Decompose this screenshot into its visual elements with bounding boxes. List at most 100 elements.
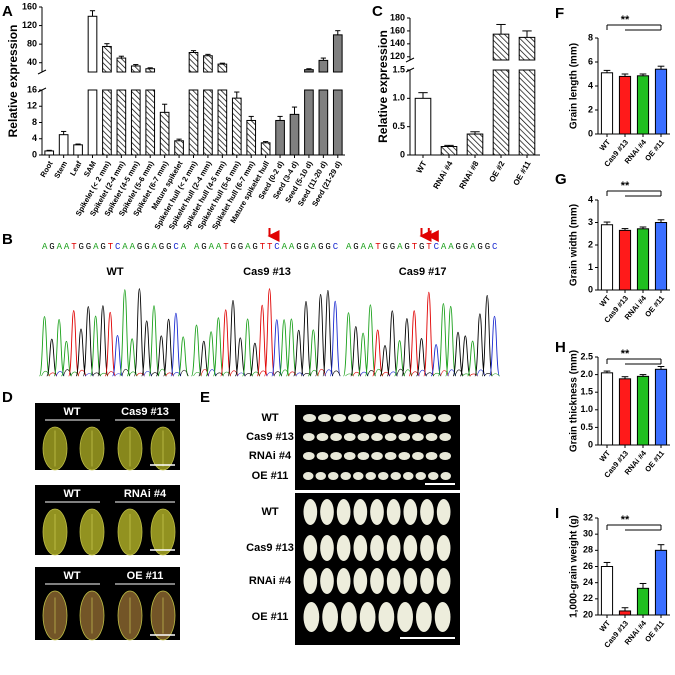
trace-noise	[440, 370, 449, 377]
x-tick-label: OE #11	[643, 619, 666, 644]
trace-noise	[85, 373, 94, 377]
seed	[357, 433, 370, 441]
seed	[434, 602, 451, 632]
bar	[636, 375, 650, 446]
x-tick-label: WT	[598, 448, 613, 463]
base: A	[346, 242, 352, 252]
y-tick-label: 120	[390, 51, 405, 61]
seed	[386, 499, 401, 525]
base: G	[159, 242, 164, 252]
bar	[217, 63, 228, 73]
trace-peak	[198, 340, 210, 377]
seed	[330, 433, 342, 441]
x-tick-label: RNAi #8	[457, 159, 480, 191]
y-tick-label: 4	[588, 80, 593, 90]
trace-noise	[410, 371, 420, 377]
y-tick-label: 2.0	[580, 369, 593, 379]
trace-label: Cas9 #13	[243, 266, 291, 278]
bar	[636, 587, 650, 616]
seed	[336, 568, 351, 594]
trace-peak	[264, 288, 275, 377]
trace-peak	[141, 320, 153, 377]
seed	[353, 472, 364, 480]
base: T	[426, 242, 432, 252]
trace-peak	[39, 316, 50, 377]
trace-peak	[46, 338, 58, 377]
trace-peak	[437, 303, 449, 377]
photo-label: RNAi #4	[124, 488, 167, 500]
base: G	[79, 242, 84, 252]
trace-noise	[359, 371, 369, 377]
bar	[87, 89, 98, 156]
trace-noise	[491, 373, 500, 377]
seed	[330, 452, 342, 460]
seed	[341, 602, 357, 632]
trace-peak	[357, 332, 369, 377]
trace-peak	[271, 319, 283, 377]
x-tick-label: Stem	[52, 159, 69, 180]
trace-noise	[215, 372, 224, 377]
seed	[357, 452, 370, 460]
base: A	[441, 242, 447, 252]
base: G	[296, 242, 301, 252]
bar	[618, 229, 632, 291]
base: G	[86, 242, 91, 252]
bar	[159, 111, 170, 156]
seed	[316, 433, 329, 441]
base: G	[252, 242, 257, 252]
seed	[340, 472, 351, 480]
bar	[414, 97, 432, 156]
seed	[428, 472, 439, 480]
trace-peak	[163, 318, 175, 377]
trace-peak	[82, 306, 94, 377]
seed	[412, 433, 424, 441]
trace-noise	[381, 371, 391, 377]
panel-label: E	[200, 389, 210, 406]
trace-peak	[416, 338, 427, 377]
bar	[102, 89, 112, 156]
seed	[403, 568, 418, 594]
panel-label: F	[555, 5, 564, 22]
trace-peak	[489, 315, 500, 377]
seed	[370, 568, 384, 594]
trace-peak	[212, 317, 224, 377]
y-tick-label: 22	[583, 593, 593, 603]
seed	[386, 568, 401, 594]
y-tick-label: 40	[27, 57, 37, 67]
seed	[320, 499, 334, 525]
trace-noise	[106, 371, 116, 377]
photo-label: OE #11	[127, 570, 164, 582]
bar	[318, 89, 329, 156]
seed	[439, 433, 451, 441]
bar	[116, 89, 127, 156]
bar	[87, 15, 98, 73]
bar	[654, 549, 668, 616]
base: A	[289, 242, 295, 252]
trace-noise	[207, 369, 217, 377]
base: G	[144, 242, 149, 252]
seed	[371, 433, 383, 441]
bar	[654, 368, 668, 446]
bar	[188, 52, 199, 73]
base: A	[122, 242, 128, 252]
y-axis-label: Grain width (mm)	[569, 204, 580, 286]
base: A	[57, 242, 63, 252]
y-tick-label: 1.0	[392, 93, 405, 103]
base: T	[412, 242, 418, 252]
seed	[370, 535, 384, 561]
panel-label: B	[2, 231, 13, 248]
bar	[518, 69, 536, 156]
trace-peak	[364, 304, 376, 377]
base: T	[260, 242, 266, 252]
seed	[359, 602, 376, 632]
seed	[390, 472, 401, 480]
panel-label: I	[555, 505, 559, 522]
base: G	[238, 242, 243, 252]
y-tick-label: 0	[588, 128, 593, 138]
seed	[343, 452, 356, 460]
bar	[260, 142, 271, 156]
base: A	[194, 242, 200, 252]
seed	[439, 452, 451, 460]
